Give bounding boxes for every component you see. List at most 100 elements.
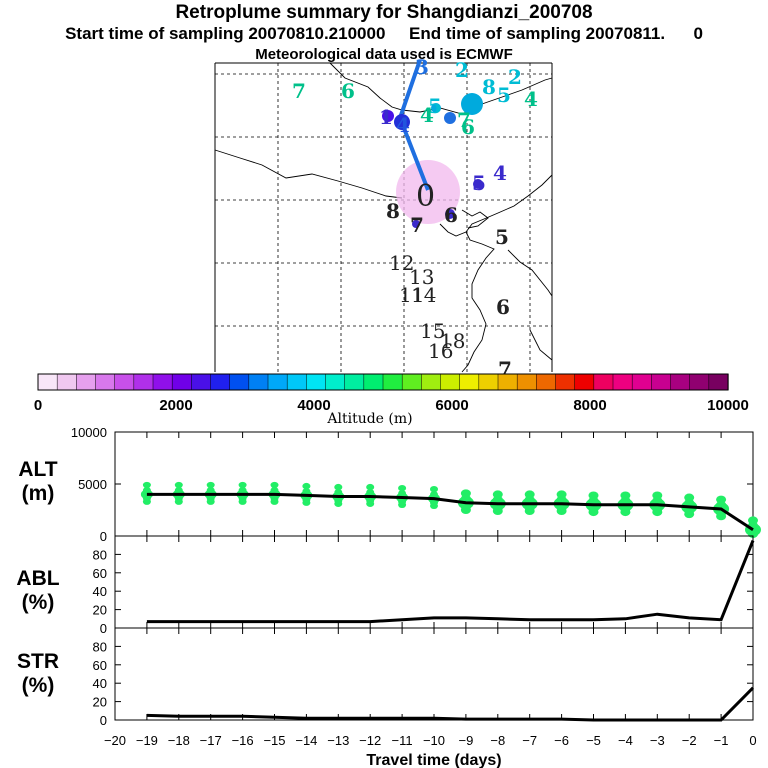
alt-dot: [142, 481, 151, 489]
panel-str-label: STR: [17, 650, 59, 673]
plume-dot: [444, 112, 456, 124]
colorbar-cell: [286, 373, 307, 391]
day-label: 15: [420, 319, 445, 343]
colorbar-cell: [631, 373, 652, 391]
panel-alt: ALT (m) 10000 5000 0: [18, 425, 761, 544]
colorbar-cell: [210, 373, 231, 391]
alt-dot: [334, 483, 343, 491]
coastline: [461, 209, 489, 229]
alt-dot: [174, 481, 183, 489]
x-tick-label: 0: [749, 733, 756, 748]
colorbar-cell: [56, 373, 77, 391]
day-label: 4: [524, 87, 538, 111]
border-line: [214, 149, 403, 199]
panel-str: STR (%) 80 60 40 20 0: [17, 627, 755, 728]
colorbar: 0 2000 4000 6000 8000 10000 Altitude (m): [34, 373, 749, 427]
y-tick-label: 20: [93, 603, 107, 618]
y-tick-label: 5000: [78, 477, 107, 492]
colorbar-tick-label: 8000: [573, 397, 606, 414]
colorbar-cells: [37, 373, 729, 391]
alt-dot: [238, 487, 247, 494]
day-label: 4: [493, 161, 507, 185]
colorbar-tick-label: 4000: [297, 397, 330, 414]
panel-alt-label: ALT: [18, 458, 57, 481]
day-label: 7: [457, 108, 471, 132]
panel-abl: ABL (%) 80 60 40 20 0: [16, 535, 755, 636]
x-tick-label: −14: [295, 733, 317, 748]
alt-line: [146, 492, 754, 532]
day-label: 11: [399, 283, 424, 307]
day-label: 7: [292, 79, 306, 103]
colorbar-cell: [229, 373, 250, 391]
colorbar-cell: [171, 373, 192, 391]
coastline: [529, 329, 553, 361]
y-tick-label: 0: [100, 621, 107, 636]
alt-dot: [302, 488, 311, 495]
colorbar-tick-label: 10000: [707, 397, 749, 414]
x-tick-label: −9: [458, 733, 473, 748]
alt-dot: [652, 491, 663, 500]
release-halo: [396, 160, 460, 224]
x-tick-label: −8: [490, 733, 505, 748]
alt-dots: [140, 481, 761, 538]
colorbar-cell: [344, 373, 365, 391]
panel-abl-yticks: 80 60 40 20 0: [93, 547, 753, 636]
end-time-value: 0: [693, 24, 703, 43]
colorbar-cell: [325, 373, 346, 391]
y-tick-label: 20: [93, 695, 107, 710]
chart-title: Retroplume summary for Shangdianzi_20070…: [175, 2, 593, 23]
alt-dot: [430, 486, 438, 493]
str-line: [146, 686, 755, 722]
map-graticule: [215, 63, 552, 372]
alt-dot: [748, 516, 758, 525]
x-tick-label: −11: [392, 733, 413, 748]
plume-dot: [473, 179, 483, 189]
plume-dot: [445, 209, 455, 219]
x-tick-label: −6: [554, 733, 569, 748]
panel-alt-unit: (m): [22, 482, 55, 505]
sampling-times: Start time of sampling 20070810.210000 E…: [0, 24, 768, 44]
plume-dot: [412, 220, 420, 228]
met-data-label: Meteorological data used is ECMWF: [255, 46, 513, 63]
release-day-label: 0: [416, 179, 435, 214]
day-label: 2: [455, 58, 469, 82]
colorbar-cell: [95, 373, 116, 391]
panel-abl-unit: (%): [22, 591, 55, 614]
alt-dot: [206, 487, 215, 494]
y-tick-label: 0: [100, 713, 107, 728]
x-tick-label: −15: [263, 733, 285, 748]
y-tick-label: 80: [93, 639, 107, 654]
alt-dot: [460, 489, 471, 498]
y-tick-label: 80: [93, 547, 107, 562]
abl-line: [146, 540, 755, 624]
x-tick-label: −18: [168, 733, 190, 748]
colorbar-tick-label: 0: [34, 397, 42, 414]
x-tick-label: −12: [359, 733, 381, 748]
alt-dot: [524, 490, 535, 499]
border-line: [329, 62, 553, 115]
alt-dot: [430, 491, 438, 498]
plume-dot: [394, 114, 410, 130]
plume-dot: [431, 103, 441, 113]
y-tick-label: 60: [93, 658, 107, 673]
colorbar-cell: [76, 373, 97, 391]
y-tick-label: 40: [93, 676, 107, 691]
coastline: [439, 223, 467, 237]
day-label: 6: [341, 79, 355, 103]
colorbar-cell: [421, 373, 442, 391]
colorbar-cell: [574, 373, 595, 391]
alt-dot: [492, 490, 503, 499]
day-label: 4: [420, 103, 434, 127]
day-label: 5: [497, 83, 511, 107]
colorbar-cell: [401, 373, 422, 391]
map-day-labels-late: 12 13 11 14 15 18 16: [389, 251, 465, 363]
colorbar-cell: [651, 373, 672, 391]
x-tick-label: −10: [423, 733, 445, 748]
day-label: 14: [411, 283, 436, 307]
alt-dot: [366, 483, 375, 491]
day-label: 16: [428, 339, 453, 363]
colorbar-tick-label: 6000: [435, 397, 468, 414]
plume-dot: [382, 110, 394, 122]
border-line: [507, 249, 553, 297]
